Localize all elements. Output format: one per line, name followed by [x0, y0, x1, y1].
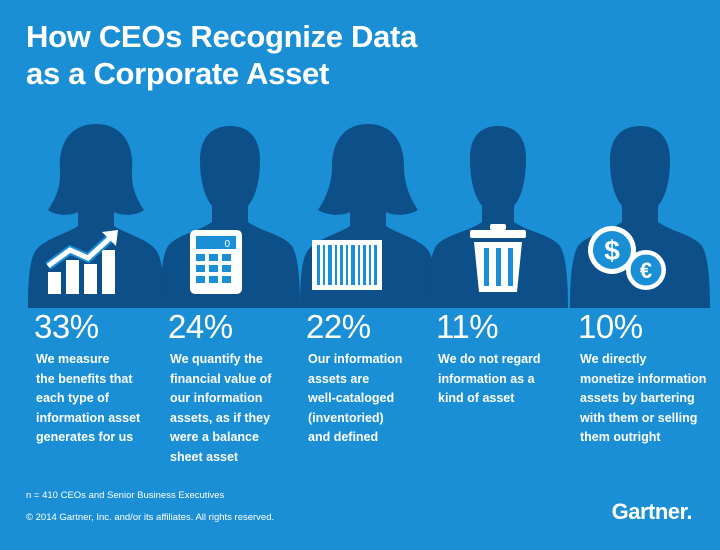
stat-description: Our information assets are well-cataloge…: [308, 350, 442, 448]
desc-line: with them or selling: [580, 410, 698, 425]
desc-line: well-cataloged: [308, 391, 395, 405]
calculator-icon: 0: [160, 222, 300, 294]
stat-description: We quantify the financial value of our i…: [170, 350, 304, 467]
desc-line: and defined: [308, 430, 379, 444]
desc-line: assets by bartering: [580, 391, 695, 405]
stat-column-not-asset: 11% We do not regard information as a ki…: [428, 0, 568, 470]
stat-percent: 33%: [34, 308, 99, 345]
desc-line: generates for us: [36, 430, 134, 444]
desc-line: our information: [170, 391, 263, 405]
desc-line: We measure: [36, 352, 110, 366]
svg-text:0: 0: [224, 239, 230, 250]
desc-line: assets, as if they: [170, 410, 271, 425]
stat-description: We directly monetize information assets …: [580, 350, 714, 448]
stat-column-quantify-value: 0 24% We quantify the financial value of…: [160, 0, 300, 470]
stat-description: We do not regard information as a kind o…: [438, 350, 572, 409]
gartner-logo: Gartner.: [611, 499, 693, 524]
stat-description: We measure the benefits that each type o…: [36, 350, 170, 448]
title-line-2: as a Corporate Asset: [26, 56, 329, 91]
stat-percent: 10%: [578, 308, 643, 345]
stat-percent: 11%: [436, 308, 499, 345]
desc-line: kind of asset: [438, 391, 515, 405]
svg-text:$: $: [604, 235, 620, 266]
desc-line: monetize information: [580, 371, 707, 386]
infographic-title: How CEOs Recognize Data as a Corporate A…: [26, 18, 417, 92]
desc-line: We directly: [580, 352, 647, 366]
desc-line: (inventoried): [308, 410, 384, 425]
sample-size-note: n = 410 CEOs and Senior Business Executi…: [26, 490, 225, 501]
desc-line: each type of: [36, 391, 109, 405]
desc-line: them outright: [580, 430, 661, 444]
svg-text:€: €: [640, 258, 652, 283]
desc-line: We quantify the: [170, 352, 263, 366]
person-silhouette-male: [428, 118, 568, 308]
desc-line: Our information: [308, 352, 403, 366]
desc-line: financial value of: [170, 371, 272, 386]
growth-chart-icon: [26, 222, 166, 294]
stat-column-measure-benefits: 33% We measure the benefits that each ty…: [26, 0, 166, 470]
stat-column-monetize: $ € 10% We directly monetize information…: [570, 0, 710, 470]
desc-line: sheet asset: [170, 449, 239, 464]
currency-coins-icon: $ €: [570, 222, 710, 294]
desc-line: assets are: [308, 371, 370, 386]
trash-can-icon: [428, 222, 568, 294]
desc-line: We do not regard: [438, 352, 541, 366]
title-line-1: How CEOs Recognize Data: [26, 19, 418, 54]
copyright-notice: © 2014 Gartner, Inc. and/or its affiliat…: [26, 512, 275, 523]
barcode-icon: [298, 222, 438, 294]
desc-line: were a balance: [170, 430, 259, 444]
stat-column-cataloged: 22% Our information assets are well-cata…: [298, 0, 438, 470]
desc-line: the benefits that: [36, 371, 133, 386]
person-silhouette-female: [26, 118, 166, 308]
desc-line: information as a: [438, 371, 535, 386]
stat-percent: 22%: [306, 308, 371, 345]
desc-line: information asset: [36, 410, 141, 425]
stat-percent: 24%: [168, 308, 233, 345]
